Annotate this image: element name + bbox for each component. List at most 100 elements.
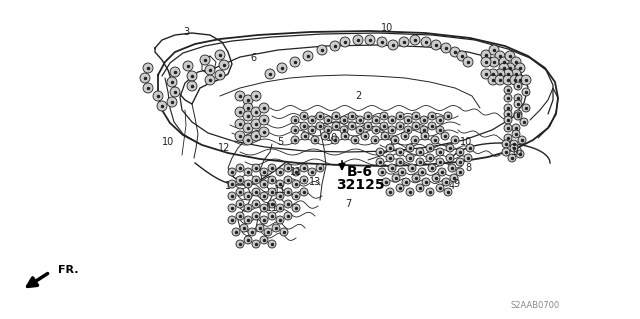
Circle shape <box>303 51 313 61</box>
Circle shape <box>268 212 276 220</box>
Circle shape <box>276 192 284 200</box>
Circle shape <box>511 57 521 67</box>
Circle shape <box>406 144 414 152</box>
Text: 1: 1 <box>225 181 231 191</box>
Circle shape <box>167 77 177 87</box>
Circle shape <box>504 104 512 112</box>
Circle shape <box>228 168 236 176</box>
Circle shape <box>404 116 412 124</box>
Circle shape <box>252 188 260 196</box>
Circle shape <box>512 130 520 138</box>
Circle shape <box>426 144 434 152</box>
Circle shape <box>340 37 350 47</box>
Circle shape <box>292 180 300 188</box>
Circle shape <box>380 112 388 120</box>
Circle shape <box>228 204 236 212</box>
Circle shape <box>292 192 300 200</box>
Circle shape <box>499 63 509 73</box>
Circle shape <box>300 188 308 196</box>
Circle shape <box>380 122 388 130</box>
Circle shape <box>410 35 420 45</box>
Circle shape <box>324 116 332 124</box>
Circle shape <box>268 188 276 196</box>
Circle shape <box>378 168 386 176</box>
Circle shape <box>508 154 516 162</box>
Circle shape <box>268 200 276 208</box>
Circle shape <box>386 144 394 152</box>
Circle shape <box>260 216 268 224</box>
Circle shape <box>356 116 364 124</box>
Circle shape <box>259 115 269 125</box>
Text: 5: 5 <box>277 137 283 147</box>
Circle shape <box>436 148 444 156</box>
Circle shape <box>157 101 167 111</box>
Circle shape <box>418 168 426 176</box>
Circle shape <box>426 154 434 162</box>
Circle shape <box>488 75 498 85</box>
Circle shape <box>436 184 444 192</box>
Circle shape <box>219 60 229 70</box>
Circle shape <box>183 61 193 71</box>
Circle shape <box>444 112 452 120</box>
Circle shape <box>284 212 292 220</box>
Circle shape <box>356 126 364 134</box>
Circle shape <box>331 136 339 144</box>
Circle shape <box>300 176 308 184</box>
Circle shape <box>388 40 398 50</box>
Circle shape <box>153 91 163 101</box>
Circle shape <box>311 136 319 144</box>
Circle shape <box>290 57 300 67</box>
Circle shape <box>308 116 316 124</box>
Circle shape <box>316 112 324 120</box>
Circle shape <box>236 212 244 220</box>
Circle shape <box>495 75 505 85</box>
Circle shape <box>420 126 428 134</box>
Circle shape <box>321 132 329 140</box>
Circle shape <box>382 178 390 186</box>
Text: 10: 10 <box>162 137 174 147</box>
Circle shape <box>481 69 491 79</box>
Circle shape <box>372 126 380 134</box>
Circle shape <box>236 164 244 172</box>
Circle shape <box>489 45 499 55</box>
Circle shape <box>488 69 498 79</box>
Circle shape <box>381 132 389 140</box>
Circle shape <box>276 180 284 188</box>
Circle shape <box>372 116 380 124</box>
Text: 32125: 32125 <box>336 178 384 192</box>
Circle shape <box>260 236 268 244</box>
Circle shape <box>268 164 276 172</box>
Circle shape <box>260 192 268 200</box>
Circle shape <box>450 47 460 57</box>
Circle shape <box>503 75 513 85</box>
Circle shape <box>364 112 372 120</box>
Circle shape <box>521 75 531 85</box>
Circle shape <box>512 124 520 132</box>
Circle shape <box>404 126 412 134</box>
Circle shape <box>495 69 505 79</box>
Circle shape <box>520 118 528 126</box>
Text: 7: 7 <box>345 199 351 209</box>
Circle shape <box>406 188 414 196</box>
Text: 10: 10 <box>326 133 338 143</box>
Circle shape <box>371 136 379 144</box>
Circle shape <box>441 43 451 53</box>
Circle shape <box>264 228 272 236</box>
Circle shape <box>392 174 400 182</box>
Circle shape <box>348 112 356 120</box>
Circle shape <box>451 136 459 144</box>
Circle shape <box>504 134 512 142</box>
Circle shape <box>252 200 260 208</box>
Text: 10: 10 <box>511 147 523 157</box>
Circle shape <box>143 63 153 73</box>
Circle shape <box>243 95 253 105</box>
Circle shape <box>291 116 299 124</box>
Circle shape <box>518 136 526 144</box>
Text: B-6: B-6 <box>347 165 373 179</box>
Circle shape <box>292 204 300 212</box>
Circle shape <box>505 63 515 73</box>
Text: 8: 8 <box>465 163 471 173</box>
Circle shape <box>252 212 260 220</box>
Circle shape <box>502 148 510 156</box>
Circle shape <box>300 112 308 120</box>
